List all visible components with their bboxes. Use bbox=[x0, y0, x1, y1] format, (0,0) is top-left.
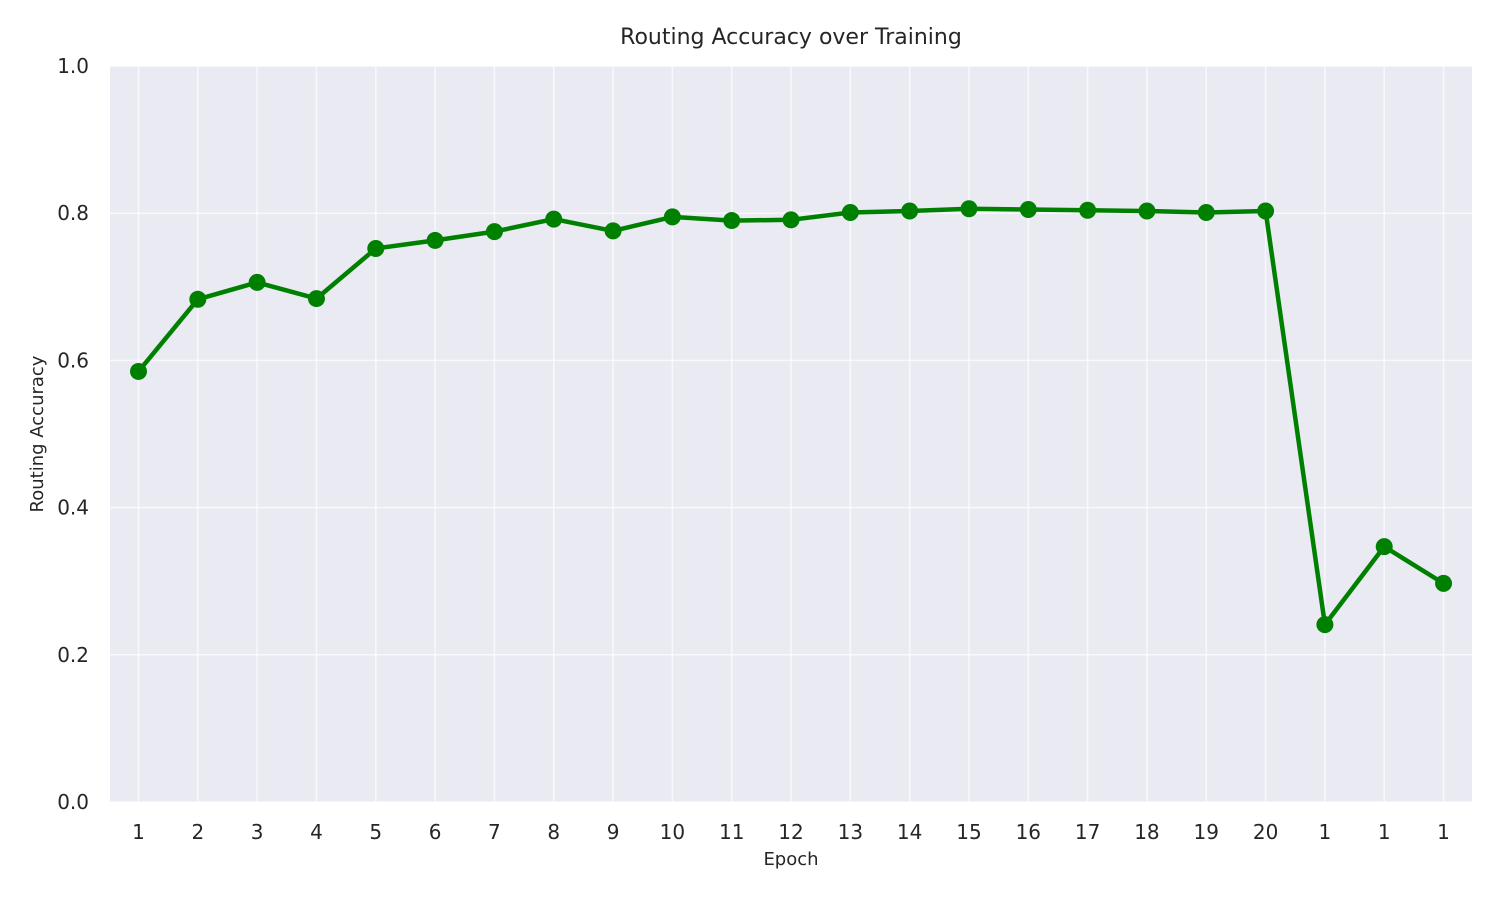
x-tick-label: 1 bbox=[132, 820, 145, 844]
x-tick-label: 6 bbox=[429, 820, 442, 844]
y-tick-label: 0.2 bbox=[57, 643, 89, 667]
x-tick-label: 7 bbox=[488, 820, 501, 844]
data-point bbox=[130, 362, 147, 380]
x-tick-label: 8 bbox=[547, 820, 560, 844]
data-point bbox=[604, 222, 622, 240]
data-point bbox=[663, 208, 681, 226]
x-tick-label: 1 bbox=[1319, 820, 1332, 844]
data-point bbox=[545, 210, 563, 228]
data-point bbox=[1019, 201, 1037, 219]
x-tick-label: 12 bbox=[778, 820, 803, 844]
data-point bbox=[1138, 202, 1156, 220]
data-point bbox=[782, 211, 800, 229]
x-tick-label: 3 bbox=[251, 820, 264, 844]
x-tick-label: 16 bbox=[1016, 820, 1041, 844]
x-tick-label: 17 bbox=[1075, 820, 1100, 844]
y-tick-label: 1.0 bbox=[57, 54, 89, 78]
y-tick-label: 0.8 bbox=[57, 201, 89, 225]
data-point bbox=[248, 273, 266, 291]
chart-title: Routing Accuracy over Training bbox=[620, 25, 962, 50]
data-point bbox=[307, 290, 325, 308]
x-tick-label: 19 bbox=[1194, 820, 1219, 844]
x-tick-label: 1 bbox=[1437, 820, 1450, 844]
y-tick-label: 0.0 bbox=[57, 790, 89, 814]
x-tick-label: 4 bbox=[310, 820, 323, 844]
x-tick-label: 14 bbox=[897, 820, 922, 844]
data-point bbox=[901, 202, 919, 220]
data-point bbox=[1257, 202, 1275, 220]
x-tick-label: 1 bbox=[1378, 820, 1391, 844]
data-point bbox=[1079, 201, 1097, 219]
data-point bbox=[485, 223, 503, 241]
data-point bbox=[723, 212, 741, 230]
y-axis-label: Routing Accuracy bbox=[27, 355, 48, 512]
data-point bbox=[1197, 203, 1215, 221]
x-tick-label: 9 bbox=[607, 820, 620, 844]
data-point bbox=[1316, 616, 1334, 634]
x-tick-labels: 1 2 3 4 5 6 7 8 9 10 11 12 13 14 15 16 17 18 19 20 1 1 1 bbox=[132, 820, 1450, 844]
data-point bbox=[189, 290, 207, 308]
x-tick-label: 18 bbox=[1134, 820, 1159, 844]
x-tick-label: 5 bbox=[369, 820, 382, 844]
y-tick-label: 0.4 bbox=[57, 496, 89, 520]
x-tick-label: 11 bbox=[719, 820, 744, 844]
x-tick-label: 13 bbox=[838, 820, 863, 844]
y-tick-labels: 0.0 0.2 0.4 0.6 0.8 1.0 bbox=[57, 54, 89, 814]
data-point bbox=[1435, 574, 1453, 592]
data-point bbox=[960, 200, 978, 218]
x-tick-label: 2 bbox=[191, 820, 204, 844]
x-tick-label: 20 bbox=[1253, 820, 1278, 844]
data-point bbox=[367, 240, 385, 258]
data-point bbox=[426, 231, 444, 249]
x-tick-label: 15 bbox=[956, 820, 981, 844]
y-tick-label: 0.6 bbox=[57, 348, 89, 372]
data-point bbox=[1375, 538, 1393, 556]
x-axis-label: Epoch bbox=[763, 849, 818, 870]
x-tick-label: 10 bbox=[660, 820, 685, 844]
series-layer bbox=[130, 200, 1453, 634]
data-point bbox=[841, 203, 859, 221]
